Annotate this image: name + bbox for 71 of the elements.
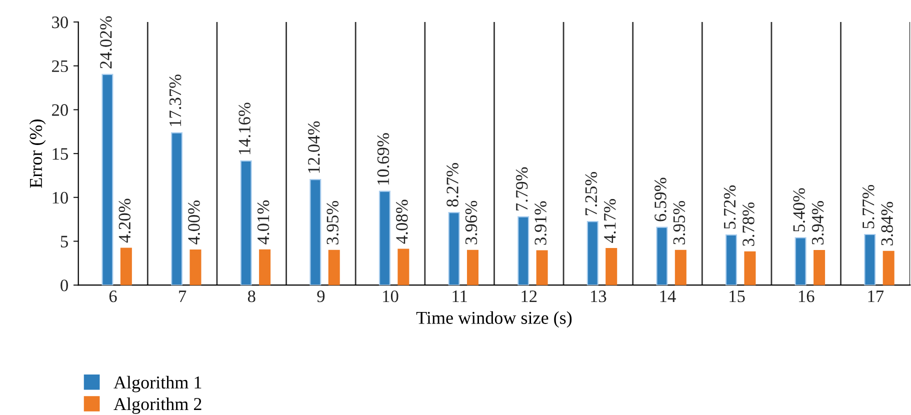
data-label: 4.08% bbox=[396, 200, 408, 244]
y-tick-label: 15 bbox=[52, 148, 68, 160]
data-label: 12.04% bbox=[308, 121, 320, 173]
y-tick-label: 25 bbox=[52, 60, 68, 72]
y-axis-title: Error (%) bbox=[29, 120, 46, 188]
data-label: 4.00% bbox=[188, 200, 200, 244]
data-label: 3.95% bbox=[326, 200, 339, 244]
data-label: 24.02% bbox=[100, 16, 112, 68]
bar bbox=[171, 132, 183, 286]
x-tick-label: 12 bbox=[522, 290, 537, 302]
y-tick-label: 10 bbox=[52, 192, 68, 204]
data-label: 3.84% bbox=[881, 202, 894, 246]
legend-label: Algorithm 2 bbox=[114, 397, 202, 414]
x-tick-label: 17 bbox=[868, 290, 884, 302]
x-tick-label: 15 bbox=[730, 290, 745, 302]
data-label: 4.20% bbox=[118, 198, 131, 243]
bar bbox=[240, 160, 252, 286]
data-label: 5.77% bbox=[862, 184, 874, 228]
bar bbox=[882, 250, 894, 286]
bar bbox=[518, 216, 530, 286]
data-label: 6.59% bbox=[654, 178, 666, 222]
bar bbox=[398, 248, 410, 286]
x-axis-title: Time window size (s) bbox=[416, 311, 572, 328]
bar bbox=[310, 178, 322, 286]
bar bbox=[536, 250, 548, 286]
legend-label: Algorithm 1 bbox=[114, 376, 202, 392]
data-label: 3.91% bbox=[534, 201, 546, 245]
data-label: 17.37% bbox=[169, 74, 182, 126]
data-label: 14.16% bbox=[238, 102, 251, 154]
bar bbox=[674, 250, 686, 286]
bar bbox=[794, 237, 806, 286]
data-label: 4.17% bbox=[604, 199, 616, 243]
y-tick-label: 5 bbox=[60, 236, 68, 248]
data-label: 3.94% bbox=[812, 201, 824, 244]
x-tick-label: 10 bbox=[383, 290, 398, 302]
bar bbox=[448, 212, 460, 286]
data-label: 3.96% bbox=[465, 200, 478, 244]
x-tick-label: 6 bbox=[109, 290, 117, 302]
y-tick-label: 0 bbox=[60, 280, 68, 292]
x-tick-label: 8 bbox=[248, 290, 256, 302]
data-label: 3.95% bbox=[673, 200, 686, 244]
bar bbox=[378, 190, 390, 286]
bar bbox=[744, 251, 756, 286]
data-label: 10.69% bbox=[377, 133, 390, 185]
y-tick-label: 20 bbox=[52, 104, 68, 116]
data-label: 3.78% bbox=[742, 202, 754, 246]
x-tick-label: 13 bbox=[591, 290, 606, 302]
bar bbox=[726, 234, 738, 286]
data-label: 5.72% bbox=[724, 185, 736, 229]
data-label: 5.40% bbox=[793, 188, 805, 232]
bar bbox=[814, 250, 826, 286]
x-tick-label: 9 bbox=[317, 290, 325, 302]
y-tick-label: 30 bbox=[52, 16, 68, 28]
bar bbox=[259, 249, 271, 286]
bar bbox=[190, 249, 202, 286]
bar bbox=[864, 234, 876, 286]
bar bbox=[656, 226, 668, 286]
x-tick-label: 11 bbox=[452, 290, 467, 302]
data-label: 8.27% bbox=[446, 163, 458, 207]
bar bbox=[120, 248, 132, 286]
bar bbox=[606, 248, 618, 286]
x-tick-label: 7 bbox=[179, 290, 186, 302]
data-label: 7.79% bbox=[516, 167, 528, 210]
x-tick-label: 16 bbox=[798, 290, 814, 302]
data-label: 4.01% bbox=[257, 200, 270, 244]
data-label: 7.25% bbox=[585, 172, 598, 216]
bar bbox=[586, 220, 598, 286]
bar bbox=[466, 250, 478, 286]
x-tick-label: 14 bbox=[660, 290, 676, 302]
bar bbox=[328, 250, 340, 286]
bar bbox=[102, 74, 114, 286]
